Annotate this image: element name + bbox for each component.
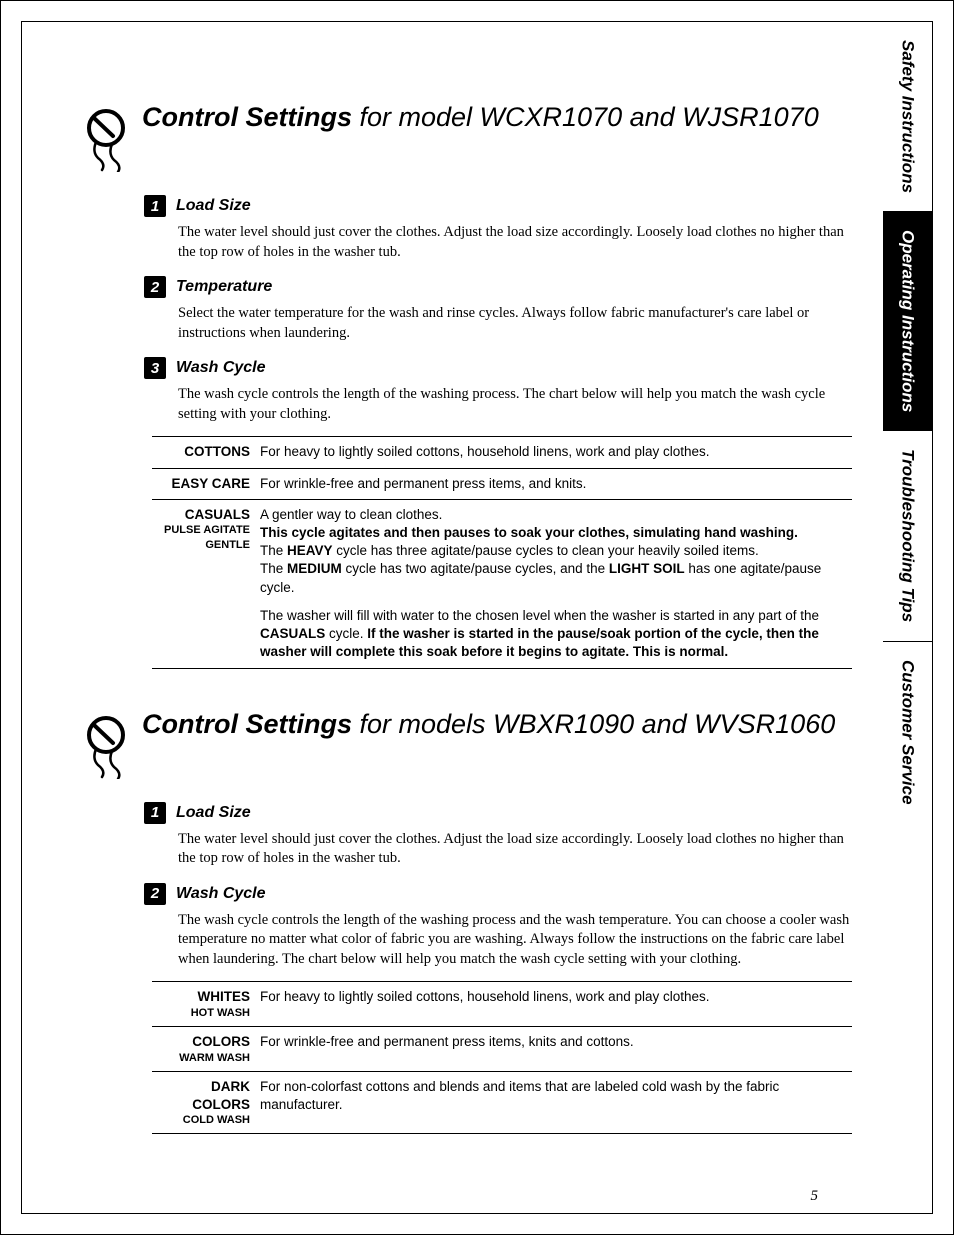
cycle-description: For wrinkle-free and permanent press ite… [260, 1033, 852, 1065]
table-row: WHITESHOT WASH For heavy to lightly soile… [152, 981, 852, 1026]
step-body: The water level should just cover the cl… [178, 830, 852, 869]
step-number-badge: 3 [144, 357, 166, 379]
section: Control Settings for model WCXR1070 and … [82, 102, 862, 669]
cycle-label: COTTONS [152, 443, 250, 461]
sidebar-tab: Customer Service [883, 641, 932, 823]
sidebar-tabs: Safety InstructionsOperating Instruction… [882, 22, 932, 1213]
step-title: Load Size [176, 197, 251, 215]
washer-icon [82, 108, 130, 172]
table-row: EASY CARE For wrinkle-free and permanent … [152, 468, 852, 499]
step-number-badge: 1 [144, 195, 166, 217]
numbered-item: 3 Wash Cycle The wash cycle controls the l… [144, 357, 862, 668]
sidebar-tab: Safety Instructions [883, 22, 932, 211]
step-number-badge: 1 [144, 802, 166, 824]
table-row: COTTONS For heavy to lightly soiled cotto… [152, 436, 852, 467]
washer-icon [82, 715, 130, 779]
numbered-item: 1 Load Size The water level should just co… [144, 802, 862, 869]
table-row: DARK COLORSCOLD WASHFor non-colorfast co… [152, 1071, 852, 1134]
cycle-description: For non-colorfast cottons and blends and… [260, 1078, 852, 1127]
step-number-badge: 2 [144, 883, 166, 905]
step-body: Select the water temperature for the was… [178, 304, 852, 343]
table-row: CASUALSPULSE AGITATEGENTLEA gentler way … [152, 499, 852, 669]
numbered-item: 1 Load Size The water level should just co… [144, 195, 862, 262]
page-content: Control Settings for model WCXR1070 and … [22, 22, 882, 1213]
cycle-label: EASY CARE [152, 475, 250, 493]
cycle-description: A gentler way to clean clothes.This cycl… [260, 506, 852, 662]
cycle-label: CASUALSPULSE AGITATEGENTLE [152, 506, 250, 662]
step-body: The wash cycle controls the length of th… [178, 911, 852, 970]
cycle-table: COTTONS For heavy to lightly soiled cotto… [152, 436, 852, 668]
section: Control Settings for models WBXR1090 and… [82, 709, 862, 1135]
section-title: Control Settings for model WCXR1070 and … [142, 102, 819, 133]
step-title: Temperature [176, 278, 272, 296]
section-title: Control Settings for models WBXR1090 and… [142, 709, 835, 740]
numbered-item: 2 Temperature Select the water temperature… [144, 276, 862, 343]
step-body: The water level should just cover the cl… [178, 223, 852, 262]
cycle-description: For heavy to lightly soiled cottons, hou… [260, 988, 852, 1020]
step-number-badge: 2 [144, 276, 166, 298]
cycle-label: COLORSWARM WASH [152, 1033, 250, 1065]
cycle-label: DARK COLORSCOLD WASH [152, 1078, 250, 1127]
table-row: COLORSWARM WASH For wrinkle-free and perm… [152, 1026, 852, 1071]
step-title: Wash Cycle [176, 359, 266, 377]
numbered-item: 2 Wash Cycle The wash cycle controls the l… [144, 883, 862, 1135]
cycle-label: WHITESHOT WASH [152, 988, 250, 1020]
cycle-description: For heavy to lightly soiled cottons, hou… [260, 443, 852, 461]
page-number: 5 [811, 1188, 819, 1205]
sidebar-tab: Operating Instructions [883, 211, 932, 430]
step-body: The wash cycle controls the length of th… [178, 385, 852, 424]
cycle-description: For wrinkle-free and permanent press ite… [260, 475, 852, 493]
step-title: Wash Cycle [176, 885, 266, 903]
sidebar-tab: Troubleshooting Tips [883, 430, 932, 640]
step-title: Load Size [176, 804, 251, 822]
cycle-table: WHITESHOT WASH For heavy to lightly soile… [152, 981, 852, 1134]
